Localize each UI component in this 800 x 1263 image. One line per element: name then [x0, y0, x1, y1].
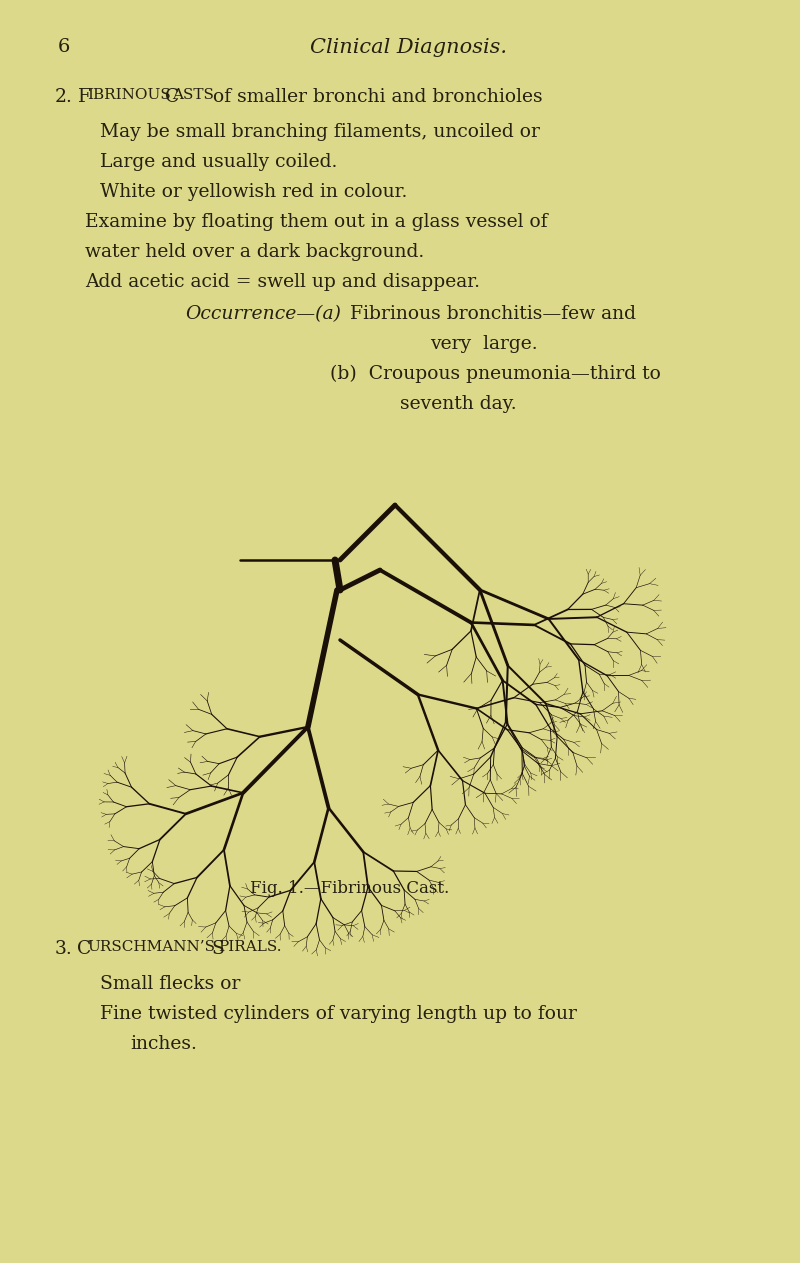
- Text: F: F: [78, 88, 91, 106]
- Text: Large and usually coiled.: Large and usually coiled.: [100, 153, 338, 171]
- Text: inches.: inches.: [130, 1034, 197, 1053]
- Text: Add acetic acid = swell up and disappear.: Add acetic acid = swell up and disappear…: [85, 273, 480, 290]
- Text: Occurrence—(a): Occurrence—(a): [185, 304, 341, 323]
- Text: C: C: [159, 88, 179, 106]
- Text: 2.: 2.: [55, 88, 73, 106]
- Text: 6: 6: [58, 38, 70, 56]
- Text: S: S: [206, 940, 225, 959]
- Text: Clinical Diagnosis.: Clinical Diagnosis.: [310, 38, 507, 57]
- Text: seventh day.: seventh day.: [400, 395, 517, 413]
- Text: PIRALS.: PIRALS.: [218, 940, 282, 954]
- Text: Fine twisted cylinders of varying length up to four: Fine twisted cylinders of varying length…: [100, 1005, 577, 1023]
- Text: (b)  Croupous pneumonia—third to: (b) Croupous pneumonia—third to: [330, 365, 661, 383]
- Text: water held over a dark background.: water held over a dark background.: [85, 242, 424, 261]
- Text: 3.: 3.: [55, 940, 73, 959]
- Text: Small flecks or: Small flecks or: [100, 975, 240, 993]
- Text: C: C: [77, 940, 91, 959]
- Text: IBRINOUS: IBRINOUS: [87, 88, 170, 102]
- Text: very  large.: very large.: [430, 335, 538, 352]
- Text: URSCHMANN’S: URSCHMANN’S: [87, 940, 215, 954]
- Text: White or yellowish red in colour.: White or yellowish red in colour.: [100, 183, 407, 201]
- Text: May be small branching filaments, uncoiled or: May be small branching filaments, uncoil…: [100, 123, 540, 141]
- Text: Fibrinous bronchitis—few and: Fibrinous bronchitis—few and: [350, 304, 636, 323]
- Text: of smaller bronchi and bronchioles: of smaller bronchi and bronchioles: [207, 88, 542, 106]
- Text: ASTS: ASTS: [172, 88, 214, 102]
- Text: Fig. 1.—Fibrinous Cast.: Fig. 1.—Fibrinous Cast.: [250, 880, 450, 897]
- Text: Examine by floating them out in a glass vessel of: Examine by floating them out in a glass …: [85, 213, 548, 231]
